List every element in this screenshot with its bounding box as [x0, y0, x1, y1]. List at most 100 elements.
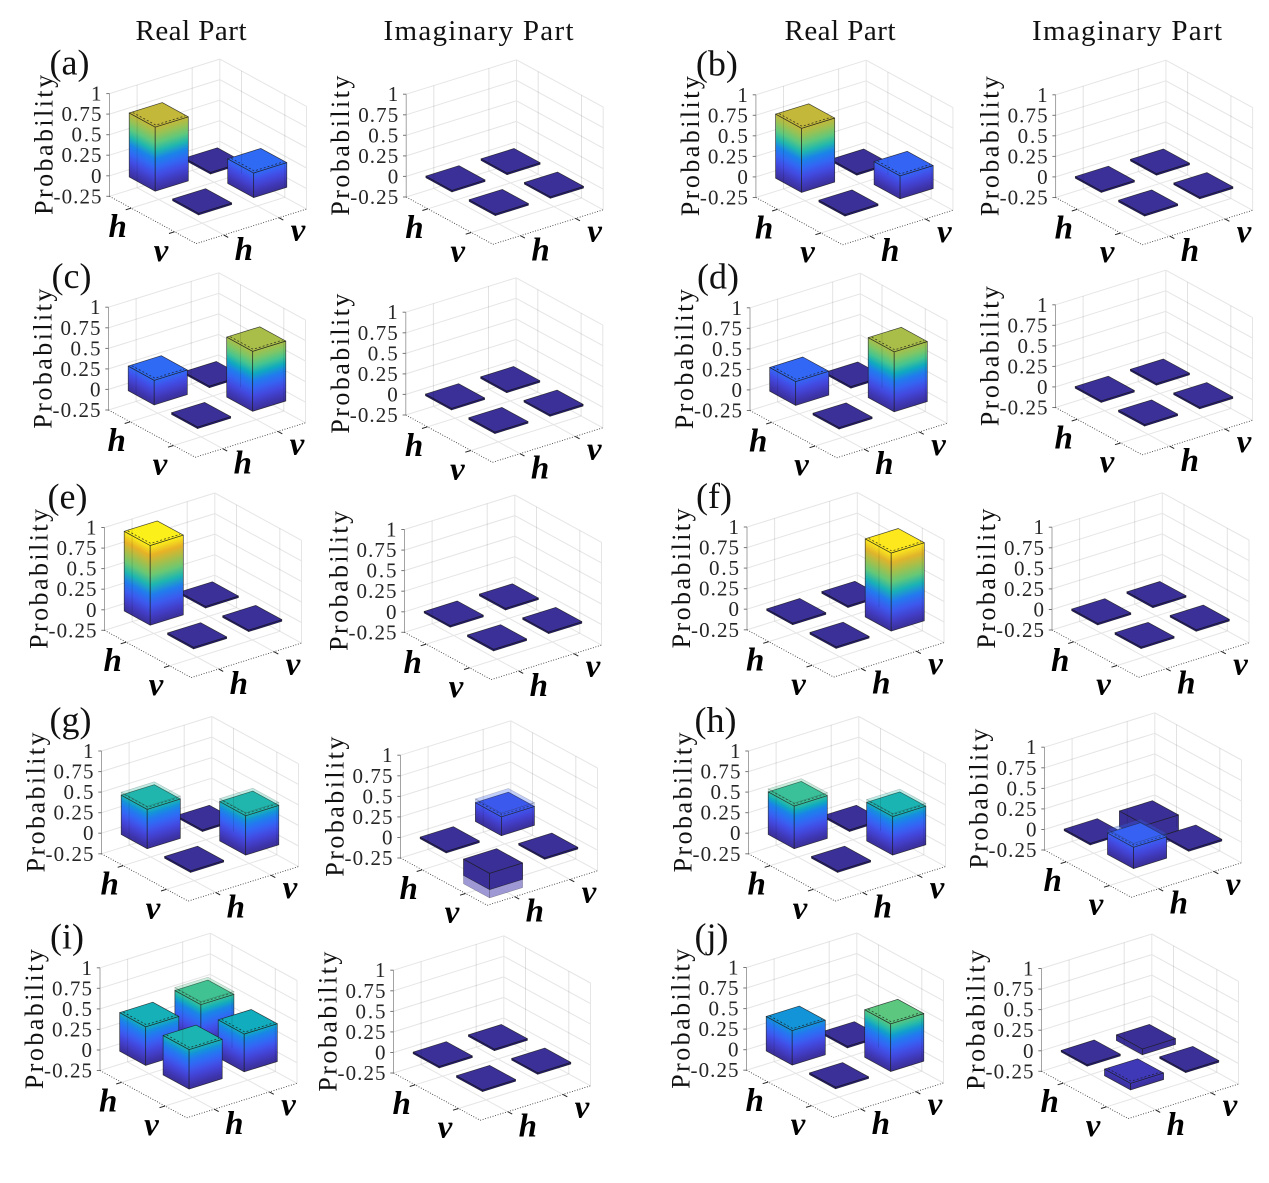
svg-text:h: h — [872, 1106, 890, 1142]
svg-text:h: h — [1177, 666, 1195, 702]
svg-text:Probability: Probability — [676, 76, 705, 216]
svg-text:0.25: 0.25 — [1004, 577, 1044, 601]
svg-text:0.75: 0.75 — [62, 102, 102, 126]
svg-text:h: h — [393, 1086, 411, 1122]
svg-text:h: h — [1044, 863, 1062, 899]
svg-text:1: 1 — [1034, 515, 1045, 539]
svg-text:(d): (d) — [697, 257, 739, 297]
svg-text:1: 1 — [82, 956, 93, 980]
svg-text:0.5: 0.5 — [1014, 556, 1044, 580]
svg-text:-0.25: -0.25 — [691, 618, 739, 642]
svg-text:0.25: 0.25 — [1008, 144, 1048, 168]
svg-text:1: 1 — [728, 956, 739, 980]
svg-text:v: v — [586, 649, 601, 685]
svg-text:h: h — [530, 668, 548, 704]
svg-text:0.75: 0.75 — [57, 536, 97, 560]
svg-text:0.75: 0.75 — [357, 538, 397, 562]
svg-text:h: h — [531, 233, 549, 269]
svg-text:h: h — [1041, 1084, 1059, 1120]
svg-text:0.5: 0.5 — [363, 784, 393, 808]
svg-text:0.75: 0.75 — [699, 976, 739, 1000]
svg-text:1: 1 — [1023, 957, 1034, 981]
svg-text:(i): (i) — [50, 917, 84, 957]
svg-text:0: 0 — [1034, 598, 1045, 622]
svg-text:0: 0 — [388, 164, 399, 188]
svg-text:h: h — [1181, 233, 1199, 269]
svg-text:-0.25: -0.25 — [44, 1059, 92, 1083]
svg-text:Probability: Probability — [965, 729, 994, 869]
svg-text:v: v — [791, 666, 806, 702]
svg-text:0: 0 — [728, 1038, 739, 1062]
svg-text:0.5: 0.5 — [368, 123, 398, 147]
svg-text:-0.25: -0.25 — [996, 618, 1044, 642]
svg-text:-0.25: -0.25 — [350, 403, 398, 427]
svg-text:h: h — [1170, 886, 1188, 922]
svg-text:h: h — [230, 666, 248, 702]
svg-text:1: 1 — [387, 300, 398, 324]
svg-text:0.75: 0.75 — [52, 976, 92, 1000]
svg-text:h: h — [746, 643, 764, 679]
svg-text:-0.25: -0.25 — [49, 618, 97, 642]
svg-text:0.25: 0.25 — [62, 143, 102, 167]
svg-text:0: 0 — [86, 598, 97, 622]
svg-text:1: 1 — [388, 82, 399, 106]
svg-text:-0.25: -0.25 — [46, 842, 94, 866]
svg-text:h: h — [400, 871, 418, 907]
svg-text:h: h — [234, 446, 252, 482]
svg-text:v: v — [1100, 444, 1115, 480]
svg-text:0: 0 — [83, 821, 94, 845]
svg-text:Real Part: Real Part — [136, 15, 247, 47]
svg-text:0.25: 0.25 — [701, 801, 741, 825]
svg-text:(g): (g) — [50, 700, 92, 740]
svg-text:h: h — [104, 643, 122, 679]
svg-text:0.75: 0.75 — [994, 977, 1034, 1001]
svg-text:Probability: Probability — [667, 508, 696, 648]
svg-text:0.5: 0.5 — [1018, 334, 1048, 358]
svg-text:1: 1 — [732, 296, 743, 320]
svg-text:0.5: 0.5 — [67, 557, 97, 581]
svg-text:v: v — [449, 669, 464, 705]
svg-text:-0.25: -0.25 — [1000, 186, 1048, 210]
svg-text:(f): (f) — [696, 476, 732, 516]
svg-text:0.5: 0.5 — [1007, 776, 1037, 800]
svg-text:v: v — [291, 213, 306, 249]
svg-text:h: h — [405, 428, 423, 464]
svg-text:Probability: Probability — [326, 294, 355, 434]
svg-text:0.5: 0.5 — [64, 780, 94, 804]
svg-text:Probability: Probability — [30, 75, 59, 215]
svg-text:0: 0 — [1037, 375, 1048, 399]
svg-text:0.75: 0.75 — [1008, 103, 1048, 127]
svg-text:Probability: Probability — [972, 509, 1001, 649]
svg-text:h: h — [531, 451, 549, 487]
svg-text:v: v — [928, 646, 943, 682]
svg-text:(j): (j) — [695, 916, 729, 956]
svg-text:Probability: Probability — [976, 76, 1005, 216]
svg-text:v: v — [438, 1110, 453, 1146]
svg-text:0: 0 — [1026, 818, 1037, 842]
svg-text:h: h — [526, 894, 544, 930]
svg-text:v: v — [1237, 214, 1252, 250]
svg-text:-0.25: -0.25 — [700, 186, 748, 210]
svg-text:v: v — [794, 447, 809, 483]
svg-text:v: v — [153, 447, 168, 483]
svg-text:(c): (c) — [52, 256, 92, 296]
svg-text:v: v — [1233, 646, 1248, 682]
svg-text:v: v — [937, 214, 952, 250]
svg-text:0: 0 — [1037, 165, 1048, 189]
svg-text:0.25: 0.25 — [1008, 354, 1048, 378]
svg-text:v: v — [931, 427, 946, 463]
svg-text:0.75: 0.75 — [699, 536, 739, 560]
svg-text:-0.25: -0.25 — [694, 399, 742, 423]
svg-text:h: h — [881, 233, 899, 269]
svg-text:0.25: 0.25 — [702, 357, 742, 381]
svg-text:h: h — [749, 423, 767, 459]
svg-text:h: h — [1181, 443, 1199, 479]
svg-text:0.25: 0.25 — [54, 801, 94, 825]
svg-text:0.25: 0.25 — [699, 1017, 739, 1041]
svg-text:0.25: 0.25 — [61, 357, 101, 381]
svg-text:0.75: 0.75 — [708, 103, 748, 127]
svg-text:1: 1 — [1037, 83, 1048, 107]
svg-text:-0.25: -0.25 — [53, 398, 101, 422]
svg-text:Probability: Probability — [962, 950, 991, 1090]
svg-text:0.5: 0.5 — [356, 999, 386, 1023]
